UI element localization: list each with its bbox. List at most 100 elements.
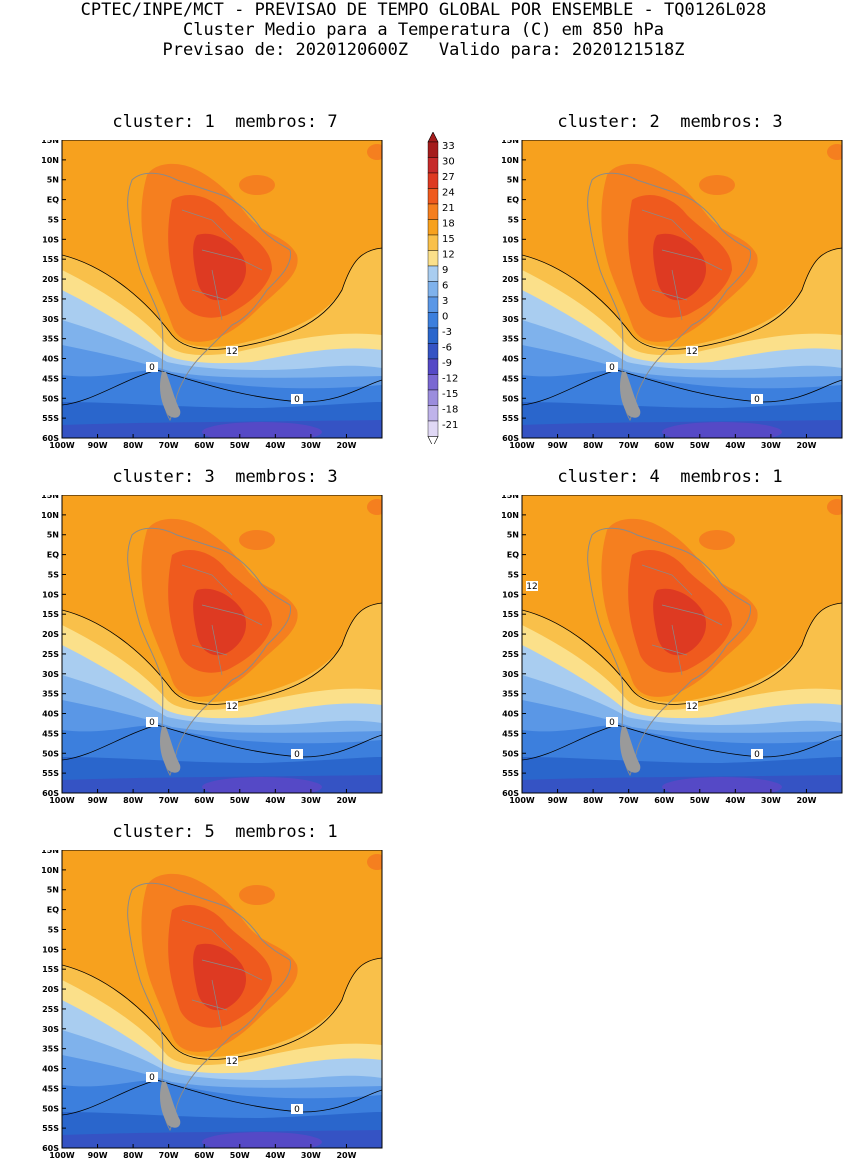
contour-label-0b: 0	[754, 750, 760, 760]
lat-tick-label: 10N	[41, 511, 59, 520]
lon-tick-label: 70W	[159, 441, 179, 450]
colorbar-label: 6	[442, 281, 448, 292]
lon-tick-label: 20W	[796, 796, 816, 805]
lon-tick-label: 40W	[265, 1151, 285, 1160]
lat-tick-label: 50S	[42, 394, 59, 403]
lon-tick-label: 50W	[690, 796, 710, 805]
lon-tick-label: 90W	[548, 796, 568, 805]
lon-tick-label: 30W	[301, 1151, 321, 1160]
contour-label-12: 12	[226, 702, 237, 712]
lat-tick-label: 15S	[42, 610, 59, 619]
lat-tick-label: 35S	[502, 690, 519, 699]
lat-tick-label: 35S	[42, 1045, 59, 1054]
lon-tick-label: 100W	[49, 1151, 75, 1160]
colorbar-label: 30	[442, 157, 455, 168]
lat-tick-label: 5S	[48, 925, 60, 934]
lat-tick-label: 50S	[42, 749, 59, 758]
contour-label-0b: 0	[294, 1105, 300, 1115]
header-subtitle: Cluster Medio para a Temperatura (C) em …	[182, 20, 665, 40]
contour-label-0: 0	[609, 363, 615, 373]
lat-tick-label: 10S	[42, 590, 59, 599]
lon-tick-label: 60W	[194, 441, 214, 450]
lat-tick-label: 35S	[42, 335, 59, 344]
lat-tick-label: 25S	[502, 295, 519, 304]
lat-tick-label: 5S	[48, 570, 60, 579]
lon-tick-label: 90W	[88, 796, 108, 805]
lat-tick-label: 40S	[42, 355, 59, 364]
colorbar-swatch	[427, 157, 439, 174]
lat-tick-label: EQ	[47, 196, 59, 205]
contour-label-12: 12	[226, 347, 237, 357]
colorbar-swatch	[427, 296, 439, 313]
lon-tick-label: 70W	[159, 1151, 179, 1160]
lat-tick-label: 30S	[502, 315, 519, 324]
lat-tick-label: 15S	[42, 255, 59, 264]
panel-title: cluster: 4 membros: 1	[557, 467, 783, 487]
contour-label-0: 0	[149, 363, 155, 373]
lon-tick-label: 30W	[301, 796, 321, 805]
map-panel-cluster-4: cluster: 4 membros: 1 12 0 0 12 15N 10N 5N EQ 5S…	[460, 465, 847, 810]
colorbar-label: 0	[442, 312, 448, 323]
lat-tick-label: 30S	[42, 1025, 59, 1034]
lon-tick-label: 50W	[230, 441, 250, 450]
map-panel-cluster-2: cluster: 2 membros: 3 12 0 0 15N 10N 5N EQ 5S 10…	[460, 110, 847, 455]
colorbar-label: -3	[442, 327, 452, 338]
lon-tick-label: 50W	[230, 796, 250, 805]
map-svg: 12 0 0 15N 10N 5N EQ 5S 10S 15S 20S 25S 30S 35S 40S 45S…	[501, 140, 843, 450]
contour-label-0: 0	[609, 718, 615, 728]
lon-tick-label: 40W	[265, 796, 285, 805]
colorbar-label: 15	[442, 234, 455, 245]
contour-label-12b: 12	[526, 582, 537, 592]
lat-tick-label: 50S	[502, 749, 519, 758]
lat-tick-label: 45S	[42, 729, 59, 738]
lat-tick-label: 5N	[507, 176, 519, 185]
lat-tick-label: 15N	[41, 495, 59, 500]
lat-tick-label: 40S	[502, 710, 519, 719]
lat-tick-label: 15S	[502, 610, 519, 619]
map-panel-cluster-3: cluster: 3 membros: 3 12 0 0 15N 10N 5N EQ 5S 10…	[0, 465, 430, 810]
lat-tick-label: 5N	[47, 531, 59, 540]
colorbar-swatch	[427, 389, 439, 406]
colorbar-label: 27	[442, 172, 455, 183]
contour-label-12: 12	[686, 347, 697, 357]
colorbar-label: -15	[442, 389, 458, 400]
lon-tick-label: 50W	[690, 441, 710, 450]
lat-tick-label: 55S	[42, 769, 59, 778]
lon-tick-label: 90W	[88, 1151, 108, 1160]
colorbar-swatch	[427, 219, 439, 236]
lat-tick-label: 30S	[502, 670, 519, 679]
contour-label-0b: 0	[294, 750, 300, 760]
lat-tick-label: 45S	[502, 374, 519, 383]
lat-tick-label: 10S	[502, 590, 519, 599]
lon-tick-label: 20W	[336, 796, 356, 805]
lat-tick-label: 35S	[502, 335, 519, 344]
lat-tick-label: 15N	[41, 850, 59, 855]
colorbar-swatch	[427, 250, 439, 267]
map-svg: 12 0 0 15N 10N 5N EQ 5S 10S 15S 20S 25S 30S 35S 40S 45S…	[41, 850, 383, 1160]
lon-tick-label: 50W	[230, 1151, 250, 1160]
lat-tick-label: 15S	[502, 255, 519, 264]
colorbar-swatch	[427, 234, 439, 251]
lat-tick-label: 5N	[47, 886, 59, 895]
lon-tick-label: 60W	[194, 1151, 214, 1160]
lat-tick-label: 30S	[42, 670, 59, 679]
lat-tick-label: 55S	[502, 414, 519, 423]
lon-tick-label: 20W	[796, 441, 816, 450]
colorbar-label: -9	[442, 358, 452, 369]
map-svg: 12 0 0 15N 10N 5N EQ 5S 10S 15S 20S 25S 30S 35S 40S 45S…	[41, 140, 383, 450]
lon-tick-label: 80W	[123, 1151, 143, 1160]
colorbar-swatch	[427, 343, 439, 360]
lat-tick-label: EQ	[47, 551, 59, 560]
lat-tick-label: 20S	[42, 985, 59, 994]
colorbar-label: 12	[442, 250, 455, 261]
colorbar-swatch	[427, 172, 439, 189]
lat-tick-label: 25S	[42, 650, 59, 659]
panel-title: cluster: 2 membros: 3	[557, 112, 783, 132]
colorbar-swatch	[427, 327, 439, 344]
lat-tick-label: 15S	[42, 965, 59, 974]
lon-tick-label: 80W	[583, 441, 603, 450]
lon-tick-label: 90W	[88, 441, 108, 450]
lat-tick-label: 5S	[48, 215, 60, 224]
lat-tick-label: 30S	[42, 315, 59, 324]
lat-tick-label: 55S	[42, 1124, 59, 1133]
